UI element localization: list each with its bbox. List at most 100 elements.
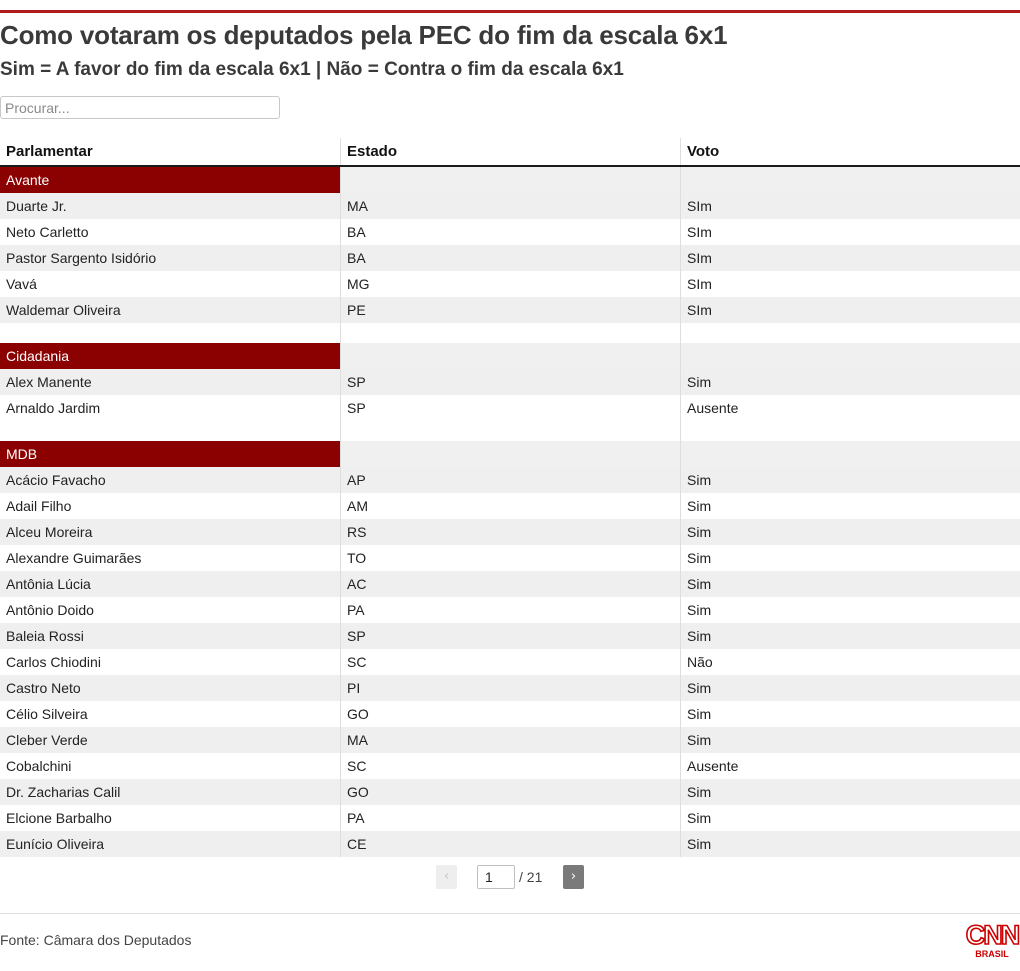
spacer-cell — [0, 421, 340, 441]
deputy-name-cell: Alexandre Guimarães — [6, 550, 142, 566]
table-row: Eunício Oliveira CE Sim — [0, 831, 1020, 857]
vote-cell: Sim — [680, 519, 1020, 545]
deputy-name-cell: Alceu Moreira — [0, 519, 340, 545]
spacer-cell — [680, 323, 1020, 343]
table-row: Elcione Barbalho PA Sim — [0, 805, 1020, 831]
table-header-row: Parlamentar Estado Voto — [0, 138, 1020, 167]
page-subtitle: Sim = A favor do fim da escala 6x1 | Não… — [0, 59, 624, 80]
group-header-empty-cell — [340, 343, 680, 369]
party-name: Avante — [0, 167, 340, 193]
state-cell: TO — [340, 545, 680, 571]
spacer-cell — [0, 323, 340, 343]
state-cell: SC — [340, 649, 680, 675]
table-row: Célio Silveira GO Sim — [0, 701, 1020, 727]
state-cell: PA — [340, 805, 680, 831]
table-row: Castro Neto PI Sim — [0, 675, 1020, 701]
table-row: Acácio Favacho AP Sim — [0, 467, 1020, 493]
logo-subtext: BRASIL — [975, 949, 1009, 959]
deputy-name-cell: Cleber Verde — [0, 727, 340, 753]
state-cell: BA — [340, 219, 680, 245]
source-note: Fonte: Câmara dos Deputados — [0, 932, 192, 948]
table-row: Duarte Jr. MA SIm — [0, 193, 1020, 219]
vote-cell: Sim — [680, 805, 1020, 831]
table-row: Cleber Verde MA Sim — [0, 727, 1020, 753]
table-row: Adail Filho AM Sim — [0, 493, 1020, 519]
table-row: Alexandre Guimarães TO Sim — [0, 545, 1020, 571]
search-input[interactable] — [0, 96, 280, 119]
deputy-name-cell: Acácio Favacho — [0, 467, 340, 493]
table-row: Dr. Zacharias Calil GO Sim — [0, 779, 1020, 805]
deputy-name-cell: Eunício Oliveira — [0, 831, 340, 857]
vote-cell: Sim — [680, 727, 1020, 753]
footer-divider — [0, 913, 1020, 914]
state-cell: MG — [340, 271, 680, 297]
deputy-name-cell: Antônia Lúcia — [0, 571, 340, 597]
state-cell: PE — [340, 297, 680, 323]
votes-table: Parlamentar Estado Voto Avante Duarte Jr.… — [0, 138, 1020, 857]
table-row: Waldemar Oliveira PE SIm — [0, 297, 1020, 323]
page-total-label: / 21 — [519, 869, 543, 885]
deputy-name-cell: Alex Manente — [0, 369, 340, 395]
state-cell: SP — [340, 395, 680, 421]
vote-cell: SIm — [680, 297, 1020, 323]
table-row: Carlos Chiodini SC Não — [0, 649, 1020, 675]
column-header-estado[interactable]: Estado — [340, 138, 680, 165]
vote-cell: Sim — [680, 493, 1020, 519]
logo-text: CNN — [966, 920, 1019, 950]
deputy-name-cell: Duarte Jr. — [0, 193, 340, 219]
table-row: Cobalchini SC Ausente — [0, 753, 1020, 779]
state-cell: AC — [340, 571, 680, 597]
table-body: Avante Duarte Jr. MA SIm Neto Carletto BA SIm P… — [0, 167, 1020, 857]
vote-cell: SIm — [680, 271, 1020, 297]
state-cell: MA — [340, 727, 680, 753]
pagination: ‹ / 21 › — [0, 865, 1020, 890]
deputy-name-cell: Baleia Rossi — [0, 623, 340, 649]
deputy-name-cell: Cobalchini — [6, 758, 72, 774]
spacer-cell — [340, 323, 680, 343]
deputy-name-cell: Adail Filho — [6, 498, 72, 514]
deputy-name-cell: Neto Carletto — [6, 224, 89, 240]
vote-cell: SIm — [680, 193, 1020, 219]
previous-page-button[interactable]: ‹ — [436, 865, 457, 889]
vote-cell: Não — [680, 649, 1020, 675]
page-number-input[interactable] — [477, 865, 515, 889]
vote-cell: Sim — [680, 701, 1020, 727]
deputy-name-cell: Elcione Barbalho — [6, 810, 112, 826]
group-spacer — [0, 421, 1020, 441]
group-header-row: Avante — [0, 167, 1020, 193]
table-row: Baleia Rossi SP Sim — [0, 623, 1020, 649]
deputy-name-cell: Pastor Sargento Isidório — [0, 245, 340, 271]
column-header-parlamentar[interactable]: Parlamentar — [6, 143, 93, 160]
vote-cell: Sim — [680, 779, 1020, 805]
state-cell: CE — [340, 831, 680, 857]
deputy-name-cell: Antônio Doido — [6, 602, 94, 618]
deputy-name-cell: Castro Neto — [0, 675, 340, 701]
vote-cell: Sim — [680, 369, 1020, 395]
deputy-name-cell: Arnaldo Jardim — [6, 400, 101, 416]
state-cell: SC — [340, 753, 680, 779]
table-row: Antônio Doido PA Sim — [0, 597, 1020, 623]
top-accent-rule — [0, 10, 1020, 13]
vote-cell: Sim — [680, 571, 1020, 597]
state-cell: PA — [340, 597, 680, 623]
vote-cell: SIm — [680, 245, 1020, 271]
column-header-voto[interactable]: Voto — [680, 138, 1020, 165]
group-header-empty-cell — [680, 167, 1020, 193]
table-row: Alex Manente SP Sim — [0, 369, 1020, 395]
vote-cell: Sim — [680, 597, 1020, 623]
state-cell: RS — [340, 519, 680, 545]
next-page-button[interactable]: › — [563, 865, 584, 889]
vote-cell: Sim — [680, 623, 1020, 649]
group-header-empty-cell — [340, 441, 680, 467]
table-row: Vavá MG SIm — [0, 271, 1020, 297]
table-row: Neto Carletto BA SIm — [0, 219, 1020, 245]
vote-cell: Ausente — [680, 395, 1020, 421]
deputy-name-cell: Célio Silveira — [6, 706, 88, 722]
group-spacer — [0, 323, 1020, 343]
state-cell: PI — [340, 675, 680, 701]
table-row: Arnaldo Jardim SP Ausente — [0, 395, 1020, 421]
spacer-cell — [680, 421, 1020, 441]
cnn-brasil-logo: CNN BRASIL — [965, 920, 1020, 959]
vote-cell: Sim — [680, 675, 1020, 701]
state-cell: AM — [340, 493, 680, 519]
